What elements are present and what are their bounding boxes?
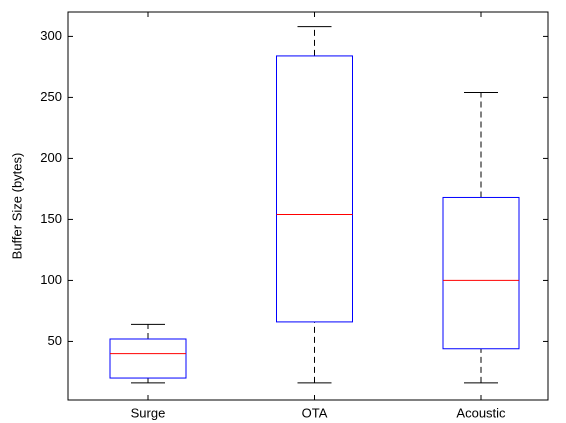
y-tick-label: 50 [48,333,62,348]
y-axis-label: Buffer Size (bytes) [9,153,24,260]
y-tick-label: 150 [40,211,62,226]
x-tick-label: Acoustic [456,405,506,420]
y-tick-label: 100 [40,272,62,287]
y-tick-label: 250 [40,89,62,104]
box [276,55,353,323]
plot-frame [67,11,549,401]
x-tick-label: Surge [131,405,166,420]
y-tick-label: 200 [40,150,62,165]
box [442,196,520,350]
box [109,338,187,379]
y-tick-label: 300 [40,28,62,43]
x-tick-label: OTA [302,405,328,420]
